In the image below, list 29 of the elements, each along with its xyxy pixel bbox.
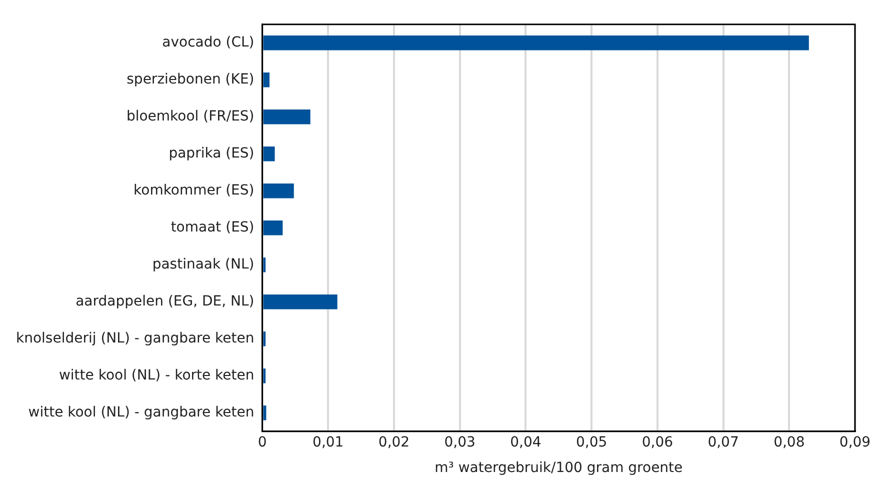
- y-tick-label: komkommer (ES): [134, 182, 254, 199]
- bar: [263, 220, 283, 236]
- y-tick-label: witte kool (NL) - gangbare keten: [28, 404, 254, 421]
- bar: [263, 146, 275, 162]
- x-tick-label: 0,07: [708, 434, 739, 450]
- x-tick-label: 0,09: [839, 434, 871, 450]
- y-tick-label: knolselderij (NL) - gangbare keten: [16, 330, 254, 347]
- x-tick-label: 0,05: [576, 434, 608, 450]
- y-tick-label: witte kool (NL) - korte keten: [58, 368, 254, 384]
- y-tick-label: tomaat (ES): [170, 220, 254, 236]
- x-tick-label: 0,03: [444, 434, 476, 450]
- bar: [263, 72, 270, 88]
- bar: [263, 36, 809, 50]
- x-axis-title: m³ watergebruik/100 gram groente: [434, 460, 683, 476]
- bar: [263, 294, 338, 310]
- y-tick-label: paprika (ES): [168, 146, 254, 162]
- x-tick-label: 0,04: [510, 434, 542, 450]
- y-tick-label: avocado (CL): [162, 34, 254, 51]
- y-tick-label: bloemkool (FR/ES): [126, 108, 254, 125]
- x-tick-label: 0,08: [774, 434, 805, 450]
- bar: [263, 110, 310, 124]
- x-tick-label: 0,01: [312, 434, 344, 450]
- y-tick-label: aardappelen (EG, DE, NL): [76, 294, 254, 310]
- x-tick-label: 0,06: [642, 434, 674, 450]
- x-tick-label: 0: [258, 434, 267, 450]
- bar: [263, 184, 294, 198]
- y-tick-label: sperziebonen (KE): [126, 72, 254, 88]
- y-tick-label: pastinaak (NL): [152, 256, 254, 273]
- x-tick-label: 0,02: [378, 434, 410, 450]
